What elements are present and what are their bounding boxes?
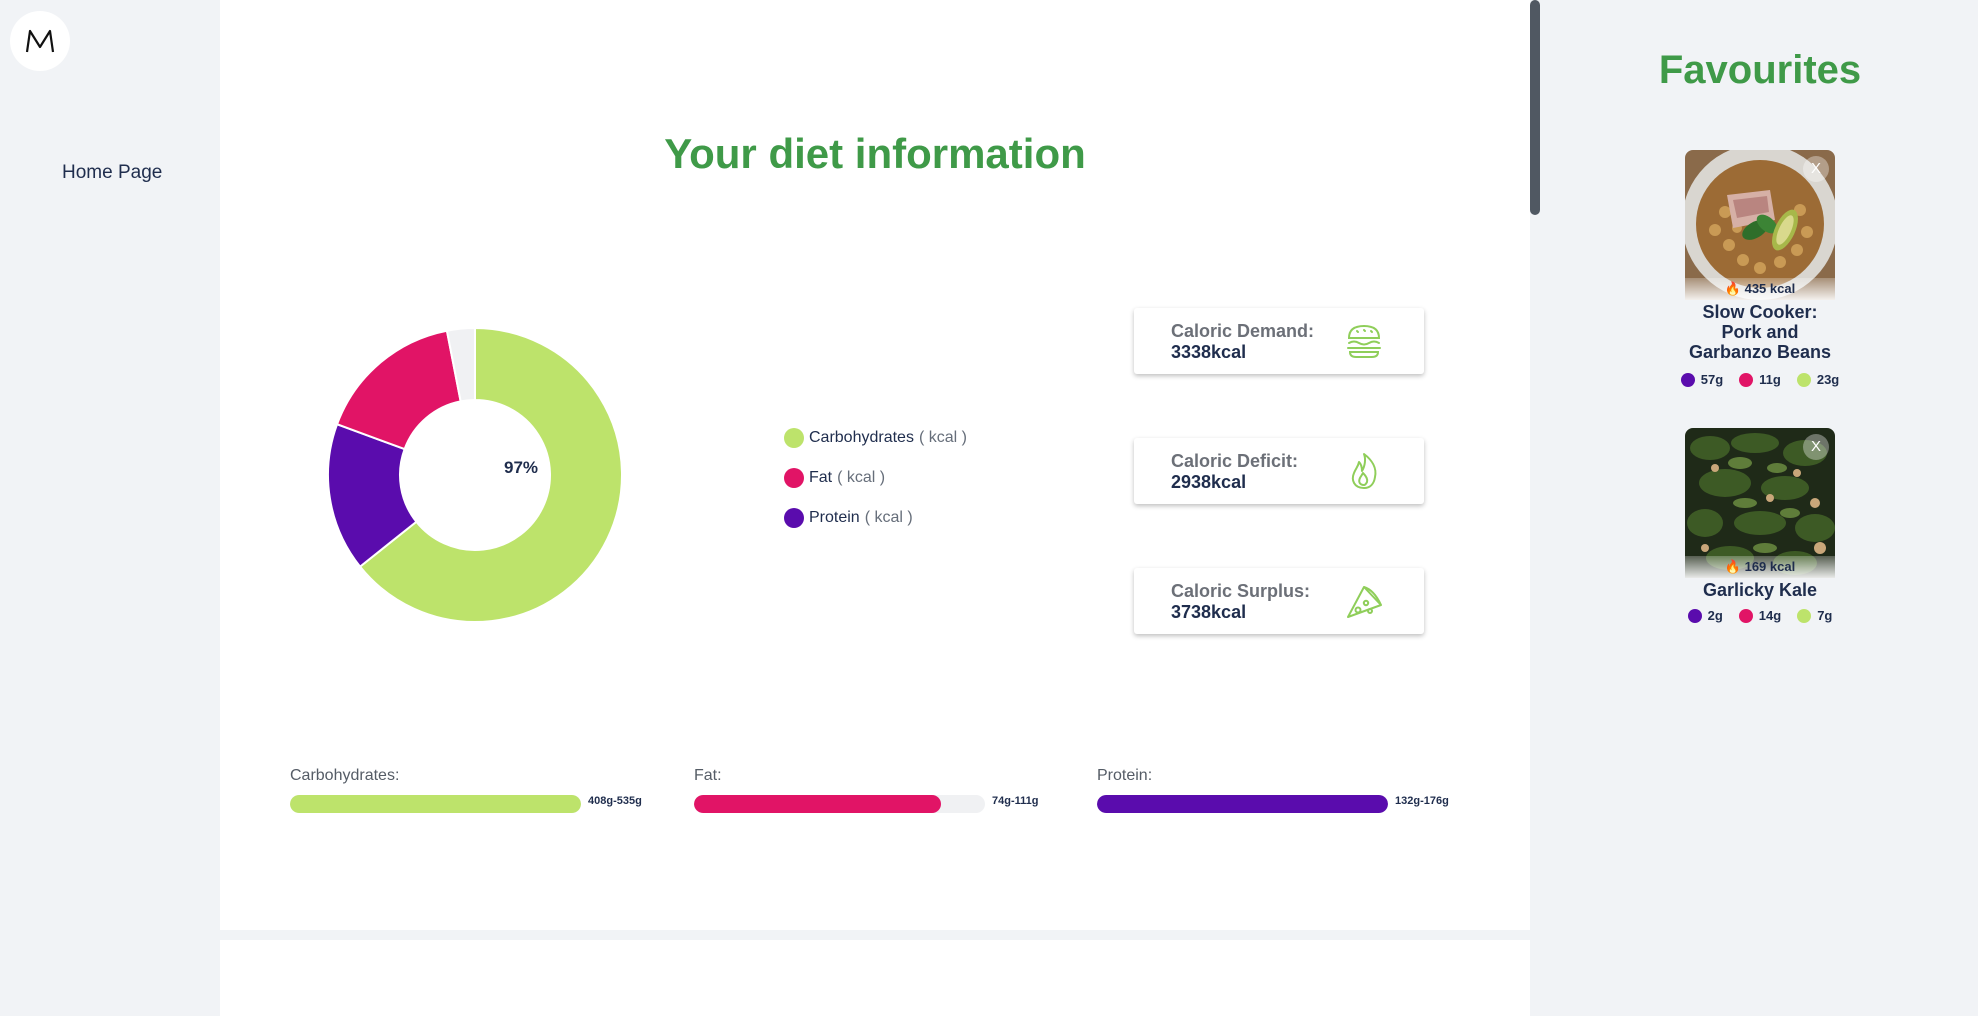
donut-slice-fat[interactable] [335,329,462,451]
favourites-title: Favourites [1658,48,1862,92]
burger-icon [1347,324,1381,358]
progress-track [694,795,985,813]
protein-dot-icon [1687,608,1702,623]
recipe-fat: 14g [1738,608,1782,623]
legend-unit: ( kcal ) [837,469,886,486]
protein-progress: Protein: 132g-176g [1097,767,1449,813]
legend-name: Protein [809,509,860,526]
progress-fill [694,795,942,813]
macro-donut-chart [327,326,623,623]
recipe-protein: 2g [1687,608,1723,623]
recipe-photo[interactable]: X 🔥 435 kcal [1685,150,1835,300]
nav-home-page[interactable]: Home Page [62,162,163,183]
macro-range: 132g-176g [1395,795,1449,807]
caloric-deficit-label: Caloric Deficit: [1171,451,1299,471]
scrollbar-track[interactable] [1530,0,1542,1016]
flame-icon [1351,453,1377,489]
page-title: Your diet information [664,130,1086,177]
recipe-name[interactable]: Slow Cooker: Pork and Garbanzo Beans [1688,302,1832,362]
flame-icon: 🔥 [1724,559,1741,574]
recipe-kcal: 169 kcal [1744,559,1796,574]
macro-label: Protein: [1097,767,1153,784]
legend-item-protein: Protein ( kcal ) [784,498,967,538]
caloric-surplus-label: Caloric Surplus: [1171,581,1311,601]
caloric-deficit-value: 2938kcal [1171,472,1247,492]
secondary-panel [220,940,1530,1016]
recipe-kcal: 435 kcal [1744,281,1796,296]
protein-dot-icon [784,508,804,528]
remove-favourite-button[interactable]: X [1803,156,1829,182]
remove-favourite-button[interactable]: X [1803,434,1829,460]
recipe-carbs-value: 7g [1817,608,1833,623]
logo-m-icon [25,29,55,53]
recipe-image [1685,428,1835,578]
protein-dot-icon [1680,372,1695,387]
recipe-kcal-badge: 🔥 169 kcal [1685,556,1835,578]
favourite-card: X 🔥 169 kcal Garlicky Kale 2g 14g 7g [1654,428,1866,623]
recipe-protein: 57g [1680,372,1724,387]
progress-track [1097,795,1388,813]
recipe-protein-value: 2g [1707,608,1723,623]
flame-icon: 🔥 [1724,281,1741,296]
caloric-deficit-card[interactable]: Caloric Deficit: 2938kcal [1134,438,1424,504]
recipe-image [1685,150,1835,300]
legend-name: Fat [809,469,833,486]
macro-range: 74g-111g [992,795,1039,807]
carbohydrates-dot-icon [784,428,804,448]
recipe-fat: 11g [1739,372,1781,387]
progress-fill [1097,795,1388,813]
recipe-carbs-value: 23g [1816,372,1840,387]
recipe-carbs: 7g [1797,608,1832,623]
caloric-demand-value: 3338kcal [1171,342,1247,362]
fat-progress: Fat: 74g-111g [694,767,1038,813]
recipe-photo[interactable]: X 🔥 169 kcal [1685,428,1835,578]
fat-dot-icon [784,468,804,488]
recipe-fat-value: 14g [1758,608,1782,623]
diet-info-panel: Your diet information 97% Carbohydrates … [220,0,1530,930]
legend-item-carbohydrates: Carbohydrates ( kcal ) [784,418,967,458]
favourite-card: X 🔥 435 kcal Slow Cooker: Pork and Garba… [1654,150,1866,387]
carbohydrates-dot-icon [1796,372,1811,387]
caloric-demand-label: Caloric Demand: [1171,321,1315,341]
recipe-fat-value: 11g [1759,372,1781,387]
progress-fill [290,795,581,813]
macro-label: Carbohydrates: [290,767,400,784]
recipe-protein-value: 57g [1700,372,1724,387]
pizza-icon [1347,586,1382,618]
progress-track [290,795,581,813]
scrollbar-thumb[interactable] [1530,0,1540,215]
recipe-name[interactable]: Garlicky Kale [1702,580,1818,600]
chart-legend: Carbohydrates ( kcal ) Fat ( kcal ) Prot… [784,418,967,538]
fat-dot-icon [1739,372,1754,387]
recipe-kcal-badge: 🔥 435 kcal [1685,278,1835,300]
donut-slice-carbohydrates[interactable] [358,326,623,623]
macro-range: 408g-535g [588,795,642,807]
donut-slice-remaining[interactable] [445,326,476,403]
app-logo[interactable] [10,11,70,71]
recipe-macros: 2g 14g 7g [1654,608,1866,623]
donut-center-label: 97% [503,458,539,477]
recipe-macros: 57g 11g 23g [1654,372,1866,387]
legend-unit: ( kcal ) [918,429,967,446]
legend-item-fat: Fat ( kcal ) [784,458,967,498]
recipe-carbs: 23g [1796,372,1840,387]
legend-name: Carbohydrates [809,429,914,446]
macro-label: Fat: [694,767,722,784]
caloric-surplus-value: 3738kcal [1171,602,1247,622]
fat-dot-icon [1738,608,1753,623]
carbohydrates-progress: Carbohydrates: 408g-535g [290,767,642,813]
legend-unit: ( kcal ) [864,509,913,526]
carbohydrates-dot-icon [1797,608,1812,623]
caloric-surplus-card[interactable]: Caloric Surplus: 3738kcal [1134,568,1424,634]
caloric-demand-card[interactable]: Caloric Demand: 3338kcal [1134,308,1424,374]
